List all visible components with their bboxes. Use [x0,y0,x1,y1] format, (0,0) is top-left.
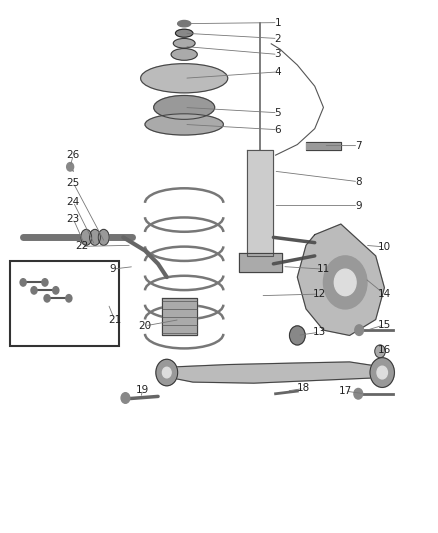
Text: 25: 25 [67,177,80,188]
Polygon shape [306,142,341,150]
Text: 23: 23 [67,214,80,224]
Ellipse shape [154,95,215,119]
Text: 17: 17 [339,386,352,396]
Text: 3: 3 [275,50,281,59]
Text: 9: 9 [109,264,116,274]
Text: 19: 19 [136,384,149,394]
Text: 21: 21 [108,314,121,325]
Circle shape [370,358,394,387]
Circle shape [355,325,364,335]
Text: 13: 13 [312,327,326,337]
Polygon shape [158,362,385,383]
Text: 12: 12 [312,289,326,299]
Text: 4: 4 [275,67,281,77]
Ellipse shape [173,38,195,48]
Circle shape [20,279,26,286]
Polygon shape [239,253,282,272]
Ellipse shape [89,229,100,245]
FancyBboxPatch shape [10,261,119,346]
Polygon shape [297,224,385,335]
Text: 20: 20 [138,321,152,331]
Circle shape [354,389,363,399]
Circle shape [31,287,37,294]
Text: 10: 10 [378,242,391,252]
Text: 24: 24 [67,197,80,207]
Circle shape [42,279,48,286]
Text: 18: 18 [297,383,311,393]
Circle shape [334,269,356,296]
Text: 15: 15 [378,320,391,330]
Text: 9: 9 [355,200,362,211]
Circle shape [156,359,178,386]
Circle shape [121,393,130,403]
Text: 14: 14 [378,289,391,299]
Circle shape [290,326,305,345]
Ellipse shape [98,229,109,245]
Text: 11: 11 [317,264,330,274]
Circle shape [162,367,171,378]
Circle shape [53,287,59,294]
Circle shape [67,163,74,171]
Ellipse shape [145,114,223,135]
Text: 2: 2 [275,34,281,44]
Ellipse shape [171,49,197,60]
Polygon shape [247,150,273,256]
Text: 22: 22 [75,241,88,252]
Ellipse shape [81,229,92,245]
Circle shape [44,295,50,302]
Text: 16: 16 [378,345,391,355]
Circle shape [323,256,367,309]
Text: 7: 7 [355,141,362,151]
Ellipse shape [176,29,193,37]
Text: 8: 8 [355,176,362,187]
Ellipse shape [141,63,228,93]
Polygon shape [162,298,197,335]
Circle shape [66,295,72,302]
Text: 1: 1 [275,18,281,28]
Circle shape [375,345,385,358]
Text: 6: 6 [275,125,281,135]
Text: 26: 26 [67,150,80,160]
Text: 5: 5 [275,108,281,118]
Ellipse shape [178,20,191,27]
Circle shape [377,366,388,379]
